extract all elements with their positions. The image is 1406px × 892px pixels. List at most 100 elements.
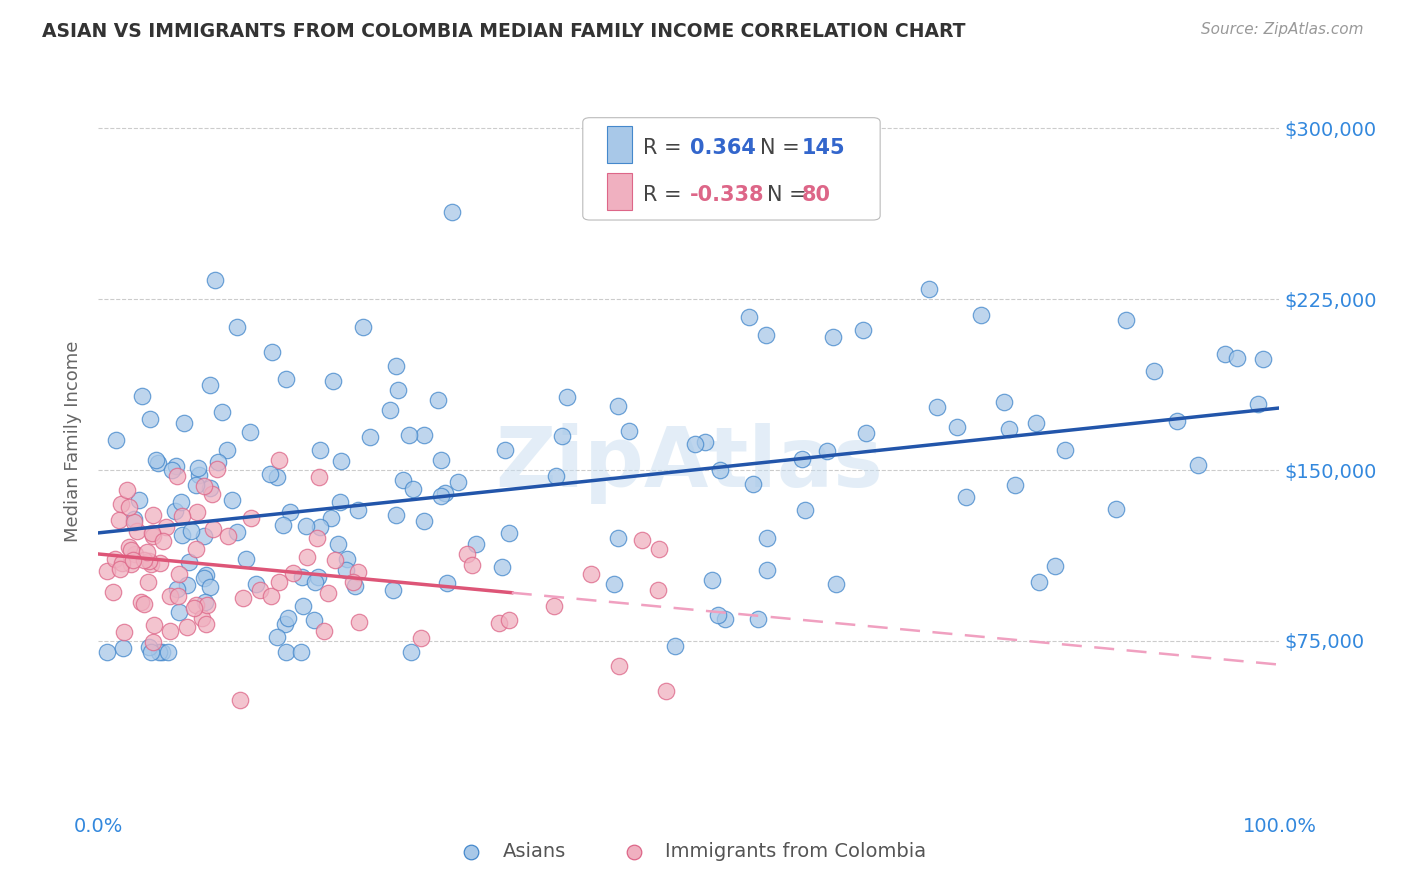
Point — [167, 589, 190, 603]
Point — [165, 503, 187, 517]
Point — [695, 435, 717, 450]
Point — [1028, 575, 1050, 590]
Point — [747, 612, 769, 626]
Point — [129, 595, 152, 609]
Point — [309, 519, 332, 533]
Point — [176, 578, 198, 592]
Point — [1115, 312, 1137, 326]
Point — [166, 469, 188, 483]
Point — [1226, 351, 1249, 365]
Point — [434, 486, 457, 500]
Point — [314, 624, 336, 638]
Point — [815, 444, 838, 458]
Point — [152, 533, 174, 548]
Point — [132, 597, 155, 611]
Legend: Asians, Immigrants from Colombia: Asians, Immigrants from Colombia — [444, 834, 934, 869]
Point — [1247, 397, 1270, 411]
Point — [436, 576, 458, 591]
Point — [142, 528, 165, 542]
Point — [173, 417, 195, 431]
Point — [326, 537, 349, 551]
Point — [139, 645, 162, 659]
Point — [124, 512, 146, 526]
Point — [96, 564, 118, 578]
Point — [273, 616, 295, 631]
Point — [184, 598, 207, 612]
Point — [110, 497, 132, 511]
Point — [134, 553, 156, 567]
Point — [104, 552, 127, 566]
Point — [101, 584, 124, 599]
Point — [183, 600, 205, 615]
Point — [447, 475, 470, 489]
Point — [387, 384, 409, 398]
Point — [855, 426, 877, 441]
Point — [262, 345, 284, 359]
Point — [342, 575, 364, 590]
Point — [498, 613, 520, 627]
Point — [304, 574, 326, 589]
Point — [143, 617, 166, 632]
Point — [359, 430, 381, 444]
Point — [191, 611, 214, 625]
Text: R =: R = — [644, 185, 689, 205]
Point — [1187, 458, 1209, 473]
Point — [269, 574, 291, 589]
Text: Source: ZipAtlas.com: Source: ZipAtlas.com — [1201, 22, 1364, 37]
Point — [177, 555, 200, 569]
Point — [232, 591, 254, 606]
Point — [347, 503, 370, 517]
Point — [465, 537, 488, 551]
Point — [273, 518, 295, 533]
Point — [195, 568, 218, 582]
Point — [713, 612, 735, 626]
Point — [606, 399, 628, 413]
Point — [344, 579, 367, 593]
Point — [329, 495, 352, 509]
Point — [852, 323, 875, 337]
Point — [110, 562, 132, 576]
Point — [266, 630, 288, 644]
Text: 0.364: 0.364 — [690, 138, 755, 158]
Point — [145, 452, 167, 467]
Point — [756, 564, 779, 578]
Text: ZipAtlas: ZipAtlas — [495, 423, 883, 504]
Point — [654, 684, 676, 698]
Point — [149, 556, 172, 570]
Point — [281, 566, 304, 580]
Point — [121, 553, 143, 567]
Point — [120, 557, 142, 571]
Point — [122, 515, 145, 529]
Point — [165, 459, 187, 474]
Point — [217, 529, 239, 543]
Point — [409, 631, 432, 645]
Point — [169, 567, 191, 582]
Point — [239, 510, 262, 524]
Point — [544, 469, 567, 483]
Point — [308, 443, 330, 458]
Point — [543, 599, 565, 614]
Point — [352, 320, 374, 334]
Point — [1166, 414, 1188, 428]
Point — [402, 482, 425, 496]
Point — [159, 624, 181, 639]
Point — [135, 545, 157, 559]
Point — [205, 461, 228, 475]
Point — [385, 359, 408, 373]
Point — [945, 420, 967, 434]
Point — [461, 558, 484, 573]
Point — [291, 570, 314, 584]
Point — [201, 487, 224, 501]
Point — [295, 549, 318, 564]
Point — [322, 374, 344, 388]
Point — [321, 511, 343, 525]
Point — [664, 640, 686, 654]
Point — [292, 599, 315, 613]
Point — [201, 522, 224, 536]
Point — [280, 505, 302, 519]
Point — [1004, 478, 1026, 492]
Point — [494, 443, 516, 458]
Point — [955, 491, 977, 505]
Point — [193, 529, 215, 543]
Point — [349, 615, 371, 630]
